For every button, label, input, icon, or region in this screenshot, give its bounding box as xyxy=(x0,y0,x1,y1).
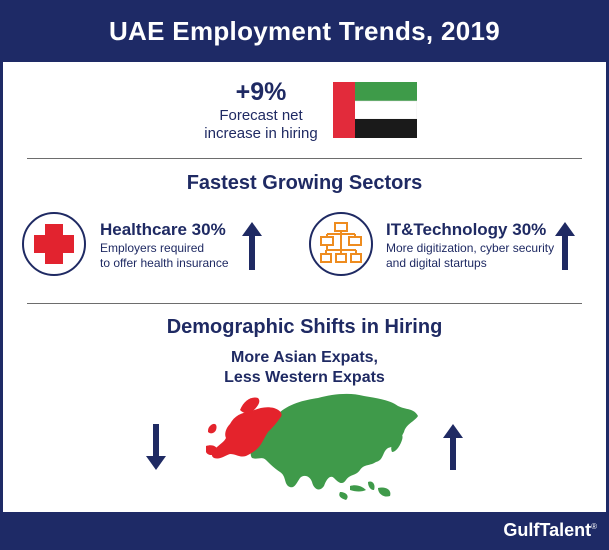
demographics-heading: Demographic Shifts in Hiring xyxy=(166,316,443,338)
demographics-subheading: More Asian Expats, Less Western Expats xyxy=(0,348,609,388)
forecast-caption-line1: Forecast net xyxy=(219,107,303,124)
gulftalent-logo: GulfTalent® xyxy=(503,520,597,541)
healthcare-icon-circle xyxy=(22,212,86,276)
uae-flag xyxy=(333,82,417,138)
divider xyxy=(27,303,582,304)
asian-up-arrow-icon xyxy=(443,424,463,470)
brand-mark: ® xyxy=(591,522,597,531)
healthcare-up-arrow-icon xyxy=(242,222,262,270)
eurasia-map-icon xyxy=(206,393,418,500)
network-hierarchy-icon xyxy=(320,222,362,263)
divider xyxy=(27,158,582,159)
forecast-caption-line2: increase in hiring xyxy=(204,125,318,142)
footer-bar xyxy=(0,512,609,550)
healthcare-title: Healthcare 30% xyxy=(100,220,226,239)
western-down-arrow-icon xyxy=(146,424,166,470)
page-title: UAE Employment Trends, 2019 xyxy=(108,15,500,46)
healthcare-desc-line2: to offer health insurance xyxy=(100,256,229,270)
healthcare-desc-line1: Employers required xyxy=(100,241,205,255)
sectors-heading: Fastest Growing Sectors xyxy=(186,172,423,194)
it-desc-line2: and digital startups xyxy=(386,256,487,270)
medical-cross-icon xyxy=(34,224,74,264)
demographics-line2: Less Western Expats xyxy=(224,369,385,386)
content-frame xyxy=(0,62,609,512)
it-desc-line1: More digitization, cyber security xyxy=(386,241,555,255)
it-title: IT&Technology 30% xyxy=(386,220,547,239)
forecast-stat: +9% Forecast net increase in hiring xyxy=(190,78,332,143)
demographics-line1: More Asian Expats, xyxy=(230,349,378,366)
forecast-value: +9% xyxy=(235,78,287,106)
title-banner: UAE Employment Trends, 2019 xyxy=(0,0,609,62)
it-up-arrow-icon xyxy=(555,222,575,270)
brand-name: GulfTalent xyxy=(503,520,592,540)
it-icon-circle xyxy=(309,212,373,276)
